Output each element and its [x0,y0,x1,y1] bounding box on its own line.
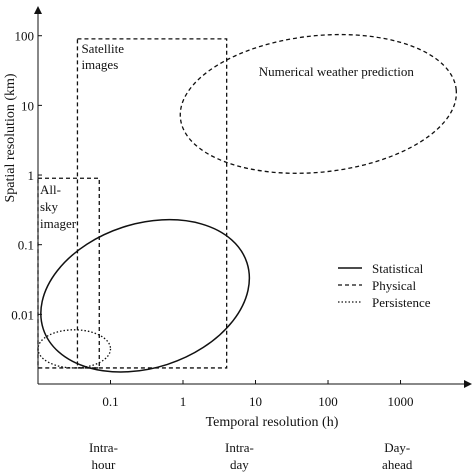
numerical-weather-prediction-label: Numerical weather prediction [259,64,415,79]
forecast-horizons: Intra-hour Intra-day Day-ahead [89,440,413,472]
satellite-images-label: Satellite [81,41,124,56]
y-tick-label: 1 [28,168,35,183]
legend-label: Physical [372,278,416,293]
x-tick-label: 1000 [388,394,414,409]
x-tick-label: 100 [318,394,338,409]
horizon-label: hour [92,457,117,472]
y-tick-label: 100 [15,29,35,44]
all-sky-imager-label: sky [40,199,59,214]
x-tick-label: 10 [249,394,262,409]
all-sky-imager-label: imager [40,216,77,231]
legend-label: Statistical [372,261,424,276]
satellite-images-region [76,38,228,369]
statistical-region [40,218,251,373]
numerical-weather-prediction-region [179,33,458,174]
horizon-label: Intra- [225,440,254,455]
y-tick-label: 0.1 [18,238,34,253]
y-tick-label: 0.01 [11,307,34,322]
x-tick-label: 1 [180,394,187,409]
x-tick-label: 0.1 [102,394,118,409]
horizon-label: Intra- [89,440,118,455]
axes [34,6,472,388]
horizon-label: ahead [382,457,413,472]
legend-label: Persistence [372,295,431,310]
y-tick-label: 10 [21,98,34,113]
legend: Statistical Physical Persistence [338,261,431,310]
horizon-label: day [230,457,249,472]
horizon-label: Day- [384,440,410,455]
x-axis-title: Temporal resolution (h) [206,415,339,430]
ticks-layer: 0.1 1 10 100 1000 0.01 0.1 1 10 100 [11,29,413,409]
all-sky-imager-label: All- [40,182,61,197]
satellite-images-label: images [81,57,118,72]
y-axis-title: Spatial resolution (km) [3,73,18,202]
